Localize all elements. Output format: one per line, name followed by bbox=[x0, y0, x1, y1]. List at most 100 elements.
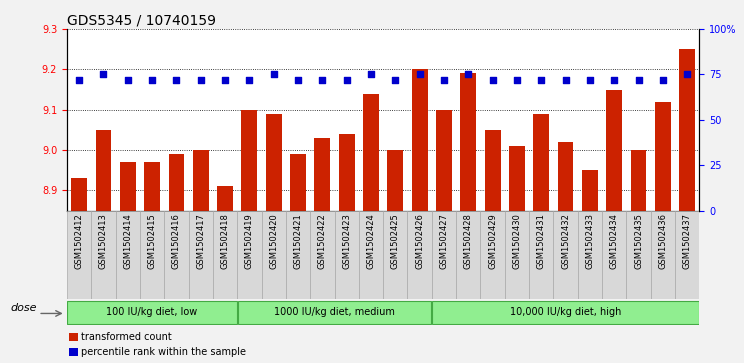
Bar bbox=[310, 211, 335, 299]
Point bbox=[73, 77, 85, 83]
Bar bbox=[193, 150, 208, 211]
Point bbox=[243, 77, 255, 83]
Point bbox=[414, 72, 426, 77]
Bar bbox=[120, 162, 135, 211]
Point bbox=[219, 77, 231, 83]
Bar bbox=[68, 301, 237, 324]
Text: GSM1502418: GSM1502418 bbox=[220, 213, 230, 269]
Bar bbox=[383, 211, 408, 299]
Bar bbox=[242, 110, 257, 211]
Text: GSM1502430: GSM1502430 bbox=[513, 213, 522, 269]
Text: percentile rank within the sample: percentile rank within the sample bbox=[81, 347, 246, 357]
Text: GSM1502413: GSM1502413 bbox=[99, 213, 108, 269]
Text: GSM1502431: GSM1502431 bbox=[536, 213, 546, 269]
Bar bbox=[529, 211, 554, 299]
Point bbox=[195, 77, 207, 83]
Bar bbox=[582, 170, 598, 211]
Text: 100 IU/kg diet, low: 100 IU/kg diet, low bbox=[106, 307, 198, 317]
Bar bbox=[626, 211, 651, 299]
Bar bbox=[504, 211, 529, 299]
Bar bbox=[359, 211, 383, 299]
Point bbox=[559, 77, 571, 83]
Bar bbox=[71, 178, 87, 211]
Text: GDS5345 / 10740159: GDS5345 / 10740159 bbox=[67, 14, 216, 28]
Bar bbox=[68, 333, 78, 341]
Point bbox=[389, 77, 401, 83]
Bar bbox=[262, 211, 286, 299]
Bar bbox=[335, 211, 359, 299]
Point bbox=[170, 77, 182, 83]
Text: transformed count: transformed count bbox=[81, 333, 172, 342]
Text: 10,000 IU/kg diet, high: 10,000 IU/kg diet, high bbox=[510, 307, 621, 317]
Bar bbox=[432, 211, 456, 299]
Bar bbox=[558, 142, 574, 211]
Text: GSM1502414: GSM1502414 bbox=[124, 213, 132, 269]
Bar bbox=[533, 114, 549, 211]
Text: GSM1502424: GSM1502424 bbox=[367, 213, 376, 269]
Bar bbox=[484, 130, 501, 211]
Point bbox=[584, 77, 596, 83]
Text: GSM1502422: GSM1502422 bbox=[318, 213, 327, 269]
Bar bbox=[461, 73, 476, 211]
Bar bbox=[115, 211, 140, 299]
Bar bbox=[339, 134, 355, 211]
Bar bbox=[606, 90, 622, 211]
Point bbox=[511, 77, 523, 83]
Text: GSM1502425: GSM1502425 bbox=[391, 213, 400, 269]
Text: GSM1502421: GSM1502421 bbox=[294, 213, 303, 269]
Bar bbox=[602, 211, 626, 299]
Point bbox=[487, 77, 498, 83]
Bar bbox=[67, 211, 92, 299]
Bar bbox=[164, 211, 188, 299]
Text: dose: dose bbox=[10, 303, 37, 313]
Bar bbox=[68, 348, 78, 356]
Bar bbox=[140, 211, 164, 299]
Bar bbox=[578, 211, 602, 299]
Text: GSM1502426: GSM1502426 bbox=[415, 213, 424, 269]
Text: GSM1502415: GSM1502415 bbox=[147, 213, 156, 269]
Point bbox=[268, 72, 280, 77]
Point bbox=[462, 72, 474, 77]
Bar bbox=[286, 211, 310, 299]
Point bbox=[97, 72, 109, 77]
Text: GSM1502432: GSM1502432 bbox=[561, 213, 570, 269]
Bar bbox=[266, 114, 282, 211]
Text: GSM1502435: GSM1502435 bbox=[634, 213, 643, 269]
Text: GSM1502428: GSM1502428 bbox=[464, 213, 472, 269]
Text: GSM1502416: GSM1502416 bbox=[172, 213, 181, 269]
Bar bbox=[217, 186, 233, 211]
Bar bbox=[631, 150, 647, 211]
Text: GSM1502436: GSM1502436 bbox=[658, 213, 667, 269]
Point bbox=[292, 77, 304, 83]
Bar bbox=[168, 154, 185, 211]
Text: 1000 IU/kg diet, medium: 1000 IU/kg diet, medium bbox=[274, 307, 395, 317]
Text: GSM1502423: GSM1502423 bbox=[342, 213, 351, 269]
Point bbox=[146, 77, 158, 83]
Bar bbox=[363, 94, 379, 211]
Bar bbox=[213, 211, 237, 299]
Bar bbox=[144, 162, 160, 211]
Bar bbox=[408, 211, 432, 299]
Bar bbox=[679, 49, 695, 211]
Text: GSM1502417: GSM1502417 bbox=[196, 213, 205, 269]
Bar bbox=[509, 146, 525, 211]
Bar bbox=[238, 301, 432, 324]
Point bbox=[341, 77, 353, 83]
Text: GSM1502420: GSM1502420 bbox=[269, 213, 278, 269]
Text: GSM1502412: GSM1502412 bbox=[74, 213, 83, 269]
Bar bbox=[651, 211, 675, 299]
Bar bbox=[675, 211, 699, 299]
Point bbox=[632, 77, 644, 83]
Point bbox=[609, 77, 620, 83]
Bar bbox=[481, 211, 504, 299]
Bar bbox=[436, 110, 452, 211]
Bar bbox=[388, 150, 403, 211]
Bar bbox=[411, 69, 428, 211]
Bar bbox=[95, 130, 112, 211]
Point bbox=[438, 77, 450, 83]
Point bbox=[657, 77, 669, 83]
Text: GSM1502433: GSM1502433 bbox=[586, 213, 594, 269]
Text: GSM1502427: GSM1502427 bbox=[440, 213, 449, 269]
Bar bbox=[315, 138, 330, 211]
Text: GSM1502419: GSM1502419 bbox=[245, 213, 254, 269]
